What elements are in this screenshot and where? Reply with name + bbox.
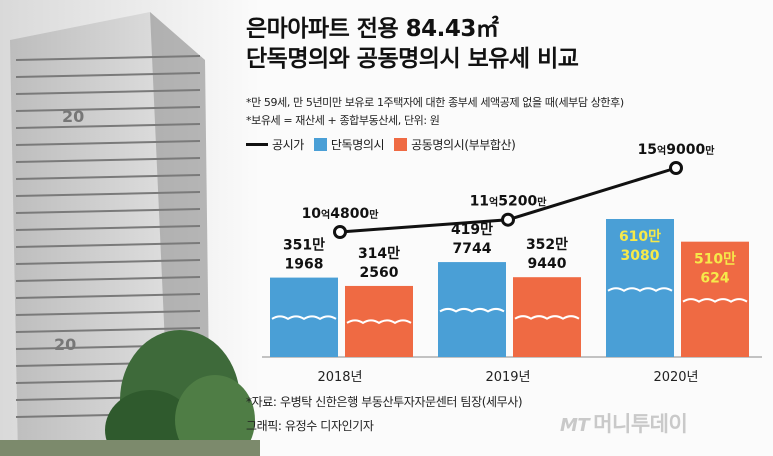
chart-title-line1: 은마아파트 전용 84.43㎡ <box>246 16 499 42</box>
bar-wave-decoration <box>439 307 505 313</box>
data-label-single-top: 419만 <box>451 222 493 238</box>
watermark-name: 머니투데이 <box>593 412 688 436</box>
data-label-joint-bottom: 9440 <box>528 256 567 272</box>
legend-swatch-single <box>313 138 327 151</box>
bar-wave-decoration <box>271 315 337 321</box>
legend-line-swatch <box>246 143 268 146</box>
legend-swatch-joint <box>394 138 408 151</box>
bar-wave-decoration <box>514 315 580 320</box>
building-number-top: 20 <box>62 107 84 126</box>
unit-note: *보유세 = 재산세 + 종합부동산세, 단위: 원 <box>246 114 440 127</box>
x-tick-label: 2019년 <box>485 370 530 385</box>
bar-wave-decoration <box>346 319 412 325</box>
data-label-single-bottom: 3080 <box>621 248 660 264</box>
official-price-point <box>669 161 683 175</box>
source-credit: *자료: 우병탁 신한은행 부동산투자자문센터 팀장(세무사) <box>246 395 523 409</box>
data-label-single-top: 351만 <box>283 238 325 254</box>
bar-wave-decoration <box>607 287 673 292</box>
data-label-joint-bottom: 624 <box>700 271 729 287</box>
chart-title-line2: 단독명의와 공동명의시 보유세 비교 <box>246 46 579 72</box>
official-price-label: 15억9000만 <box>638 142 716 158</box>
official-price-point <box>333 225 347 239</box>
data-label-joint-top: 314만 <box>358 246 400 262</box>
legend-item-single: 단독명의시 <box>313 136 385 153</box>
x-tick-label: 2018년 <box>317 370 362 385</box>
building-number-bottom: 20 <box>54 335 76 354</box>
condition-note: *만 59세, 만 5년미만 보유로 1주택자에 대한 종부세 세액공제 없을 … <box>246 96 624 109</box>
legend-item-joint: 공동명의시(부부합산) <box>394 136 516 153</box>
legend-label-single: 단독명의시 <box>330 138 385 152</box>
bar-wave-decoration <box>682 298 748 303</box>
bar-joint <box>345 285 413 357</box>
official-price-label: 11억5200만 <box>470 194 548 210</box>
x-tick-label: 2020년 <box>653 370 698 385</box>
building-illustration: 20 20 <box>0 0 260 456</box>
data-label-joint-top: 352만 <box>526 237 568 253</box>
watermark-mt: MT <box>560 415 590 436</box>
publisher-watermark: MT 머니투데이 <box>560 408 688 438</box>
data-label-single-top: 610만 <box>619 229 661 245</box>
legend-label-joint: 공동명의시(부부합산) <box>411 138 516 152</box>
chart-legend: 공시가 단독명의시 공동명의시(부부합산) <box>246 136 525 153</box>
legend-item-official-price: 공시가 <box>246 136 304 153</box>
data-label-single-bottom: 7744 <box>453 241 492 257</box>
title-block: 은마아파트 전용 84.43㎡ 단독명의와 공동명의시 보유세 비교 <box>246 14 766 74</box>
data-label-joint-bottom: 2560 <box>360 265 399 281</box>
official-price-label: 10억4800만 <box>302 206 380 222</box>
graphic-credit: 그래픽: 유정수 디자인기자 <box>246 419 374 433</box>
official-price-point <box>501 212 515 227</box>
data-label-single-bottom: 1968 <box>285 257 324 273</box>
data-label-joint-top: 510만 <box>694 252 736 268</box>
legend-label-official-price: 공시가 <box>272 138 304 152</box>
